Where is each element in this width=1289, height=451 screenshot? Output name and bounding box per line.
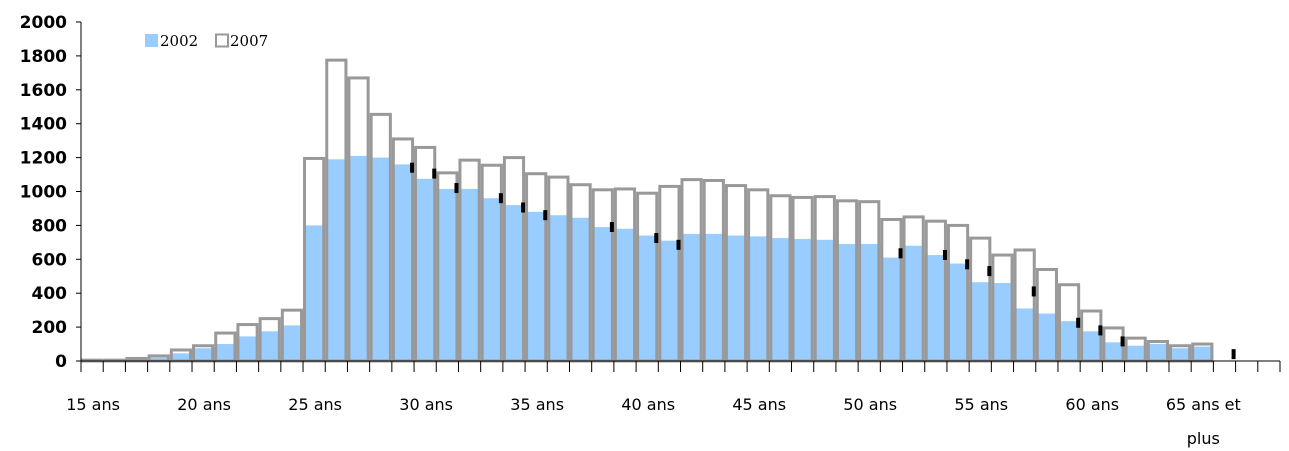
- marker-tick: [1120, 336, 1125, 347]
- bar-2002: [591, 227, 614, 361]
- bar-2002: [724, 235, 748, 361]
- bar-2002: [1191, 346, 1214, 361]
- x-tick-label: 65 ans et: [1166, 395, 1241, 414]
- marker-tick: [654, 233, 659, 244]
- marker-tick: [498, 193, 503, 204]
- x-tick-label: 35 ans: [510, 395, 564, 414]
- bar-2002: [791, 238, 814, 361]
- bar-2002: [946, 263, 970, 361]
- bar-2002: [1035, 313, 1058, 361]
- bar-2002: [169, 353, 193, 361]
- bar-2002: [480, 198, 503, 361]
- x-tick-label: 15 ans: [66, 395, 120, 414]
- legend: 2002 2007: [145, 32, 268, 50]
- bar-2002: [813, 239, 836, 361]
- x-tick-label: 40 ans: [621, 395, 675, 414]
- y-tick-label: 2000: [20, 13, 67, 33]
- bar-2002: [1080, 331, 1103, 361]
- marker-tick: [432, 168, 437, 179]
- x-tick-label: 55 ans: [954, 395, 1008, 414]
- marker-tick: [898, 248, 903, 259]
- bar-2002: [414, 178, 437, 361]
- bar-2002: [525, 211, 548, 361]
- x-tick-label: 20 ans: [177, 395, 231, 414]
- bars-layer: [81, 58, 1236, 363]
- bar-2002: [680, 233, 703, 361]
- bar-2002: [636, 235, 659, 361]
- bar-2002: [658, 240, 681, 361]
- bar-2002: [547, 215, 570, 361]
- x-tick-label: 50 ans: [843, 395, 897, 414]
- y-tick-label: 400: [32, 284, 68, 304]
- marker-tick: [454, 183, 459, 194]
- bar-2002: [835, 244, 859, 361]
- labels-layer: 0 200 400 600 800 1000 1200 1400 1600 1800 2000 15 …: [20, 13, 1241, 448]
- bar-2002: [280, 325, 304, 361]
- bar-2002: [325, 159, 348, 361]
- marker-tick: [1231, 349, 1236, 360]
- bar-2002: [369, 157, 392, 361]
- marker-tick: [1098, 325, 1103, 336]
- x-tick-label-line2: plus: [1187, 429, 1220, 448]
- y-tick-label: 1200: [20, 149, 67, 169]
- legend-swatch-2002: [145, 34, 158, 47]
- marker-tick: [965, 259, 970, 270]
- bar-2002: [969, 282, 992, 361]
- marker-tick: [1076, 317, 1081, 328]
- bar-2002: [769, 238, 792, 361]
- bar-2002: [1013, 308, 1036, 361]
- y-tick-label: 1000: [20, 183, 67, 203]
- marker-tick: [609, 222, 614, 233]
- bar-2002: [1124, 345, 1147, 361]
- x-tick-label: 60 ans: [1065, 395, 1119, 414]
- bar-2002: [902, 245, 925, 361]
- y-tick-label: 1400: [20, 115, 67, 135]
- bar-2002: [1102, 342, 1125, 361]
- bar-2002: [214, 344, 237, 361]
- legend-label-2002: 2002: [160, 32, 198, 50]
- marker-tick: [543, 210, 548, 221]
- marker-tick: [521, 202, 526, 213]
- y-tick-label: 800: [32, 216, 68, 236]
- x-tick-label: 30 ans: [399, 395, 453, 414]
- y-tick-label: 0: [55, 352, 67, 372]
- bar-2002: [391, 164, 415, 361]
- bar-2002: [192, 348, 215, 361]
- marker-tick: [410, 162, 415, 173]
- bar-2002: [1168, 348, 1192, 361]
- bar-2002: [1146, 344, 1169, 361]
- legend-label-2007: 2007: [230, 32, 268, 50]
- bar-2002: [458, 188, 481, 361]
- y-tick-label: 1600: [20, 81, 67, 101]
- legend-swatch-2007: [215, 33, 229, 48]
- y-tick-label: 200: [32, 318, 68, 338]
- bar-2002: [436, 188, 459, 361]
- bar-2002: [924, 255, 947, 361]
- axes-layer: [76, 21, 1281, 372]
- bar-2002: [880, 257, 903, 361]
- bar-2002: [747, 236, 770, 361]
- bar-2002: [702, 233, 725, 361]
- bar-2002: [258, 331, 281, 361]
- bar-2002: [991, 283, 1014, 361]
- y-tick-label: 1800: [20, 47, 67, 67]
- x-tick-label: 25 ans: [288, 395, 342, 414]
- bar-2002: [1057, 321, 1081, 361]
- marker-tick: [987, 266, 992, 277]
- marker-tick: [676, 239, 681, 250]
- bar-2002: [303, 225, 326, 361]
- bar-2002: [347, 155, 370, 361]
- bar-2002: [613, 228, 637, 361]
- y-tick-label: 600: [32, 250, 68, 270]
- marker-tick: [942, 249, 947, 260]
- marker-tick: [1031, 286, 1036, 297]
- bar-2002: [858, 244, 881, 361]
- bar-2002: [502, 205, 526, 361]
- bar-2002: [236, 336, 259, 361]
- x-tick-label: 45 ans: [732, 395, 786, 414]
- bar-2002: [147, 357, 170, 361]
- bar-2002: [569, 217, 592, 361]
